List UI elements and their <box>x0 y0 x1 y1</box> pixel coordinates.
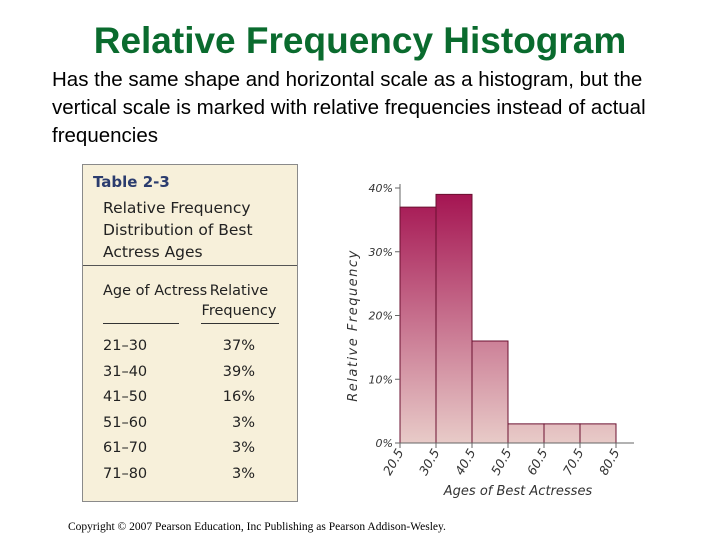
age-class-cell: 71–80 <box>103 465 148 482</box>
x-tick-label: 30.5 <box>416 446 443 478</box>
table-row: 71–80 3% <box>83 463 297 489</box>
relative-frequency-cell: 3% <box>231 465 255 482</box>
frequency-table-panel: Table 2-3 Relative Frequency Distributio… <box>82 164 298 502</box>
relative-frequency-cell: 3% <box>231 414 255 431</box>
relative-frequency-cell: 16% <box>222 389 255 405</box>
relative-frequency-column-header: Relative Frequency <box>201 283 277 319</box>
x-axis-title: Ages of Best Actresses <box>443 484 593 499</box>
x-tick-label: 80.5 <box>596 446 623 478</box>
y-tick-label: 30% <box>369 246 393 259</box>
copyright-notice: Copyright © 2007 Pearson Education, Inc … <box>68 521 446 533</box>
table-caption: Relative Frequency Distribution of Best … <box>103 199 253 261</box>
age-class-cell: 61–70 <box>103 440 148 456</box>
x-tick-label: 70.5 <box>560 446 587 478</box>
histogram-bar <box>543 423 581 444</box>
age-column-header: Age of Actress <box>103 283 208 299</box>
table-row: 51–60 3% <box>83 412 297 438</box>
y-tick-label: 40% <box>369 182 393 195</box>
histogram-bar <box>471 340 509 444</box>
relative-frequency-cell: 39% <box>222 363 255 380</box>
age-class-cell: 51–60 <box>103 414 148 431</box>
slide-description: Has the same shape and horizontal scale … <box>52 68 646 147</box>
histogram-bar <box>507 423 545 444</box>
relative-frequency-histogram: 0% 10% 20% 30% 40% 20.5 30.5 40.5 50.5 60.5 70.5 80… <box>346 182 634 499</box>
table-row: 31–40 39% <box>83 361 297 387</box>
x-tick-label: 20.5 <box>380 446 407 478</box>
table-row: 21–30 37% <box>83 335 297 361</box>
age-class-cell: 31–40 <box>103 363 148 380</box>
table-row: 41–50 16% <box>83 386 297 412</box>
table-label: Table 2-3 <box>93 173 170 191</box>
x-tick-label: 40.5 <box>452 446 479 478</box>
histogram-bar <box>579 423 617 444</box>
y-axis-title: Relative Frequency <box>346 249 361 402</box>
histogram-bar <box>399 206 437 444</box>
age-class-cell: 21–30 <box>103 338 148 354</box>
table-header-rule <box>83 265 297 266</box>
y-tick-label: 20% <box>369 310 393 323</box>
y-tick-label: 0% <box>376 437 393 450</box>
x-tick-label: 50.5 <box>488 446 515 478</box>
histogram-bar <box>435 193 473 444</box>
relative-frequency-cell: 37% <box>222 338 255 354</box>
y-tick-label: 10% <box>369 373 393 386</box>
table-row: 61–70 3% <box>83 437 297 463</box>
slide-title: Relative Frequency Histogram <box>93 20 627 61</box>
x-tick-label: 60.5 <box>524 446 551 478</box>
age-header-underline <box>103 323 179 324</box>
age-class-cell: 41–50 <box>103 389 148 405</box>
relative-frequency-cell: 3% <box>231 440 255 456</box>
frequency-header-underline <box>201 323 279 324</box>
